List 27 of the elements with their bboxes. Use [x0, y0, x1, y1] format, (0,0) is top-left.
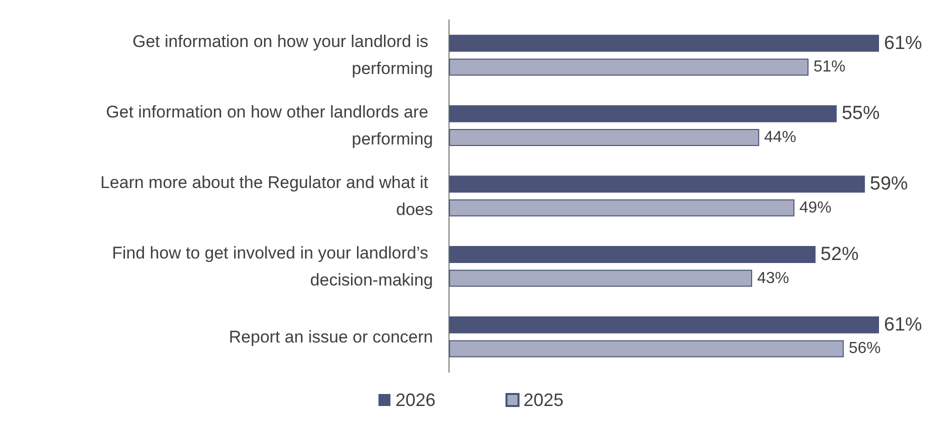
data-label: 61% — [884, 32, 922, 54]
data-label: 43% — [757, 270, 790, 287]
data-label: 56% — [848, 340, 881, 358]
bar — [449, 340, 844, 358]
data-label: 52% — [820, 244, 859, 265]
legend-label: 2026 — [395, 390, 436, 410]
bar — [449, 34, 879, 52]
y-tick-label: Get information on how other landlords are performing — [106, 102, 433, 149]
bar — [449, 246, 816, 263]
data-label: 61% — [884, 314, 922, 336]
bar — [449, 176, 865, 193]
bar — [449, 58, 809, 76]
bar — [449, 129, 760, 146]
data-label: 55% — [842, 103, 880, 124]
bar — [449, 270, 752, 287]
legend-label: 2025 — [524, 390, 564, 410]
data-label: 44% — [764, 129, 796, 146]
y-tick-label: Learn more about the Regulator and what it does — [100, 173, 433, 219]
bar — [449, 316, 879, 334]
y-tick-label: Get information on how your landlord is performing — [132, 32, 433, 78]
bar — [449, 199, 794, 216]
y-tick-label: Report an issue or concern — [228, 327, 433, 346]
bar — [449, 105, 837, 122]
data-label: 51% — [814, 58, 846, 76]
data-label: 49% — [799, 199, 832, 216]
data-label: 59% — [870, 174, 908, 195]
y-tick-label: Find how to get involved in your landlord’s decision-making — [112, 243, 433, 290]
